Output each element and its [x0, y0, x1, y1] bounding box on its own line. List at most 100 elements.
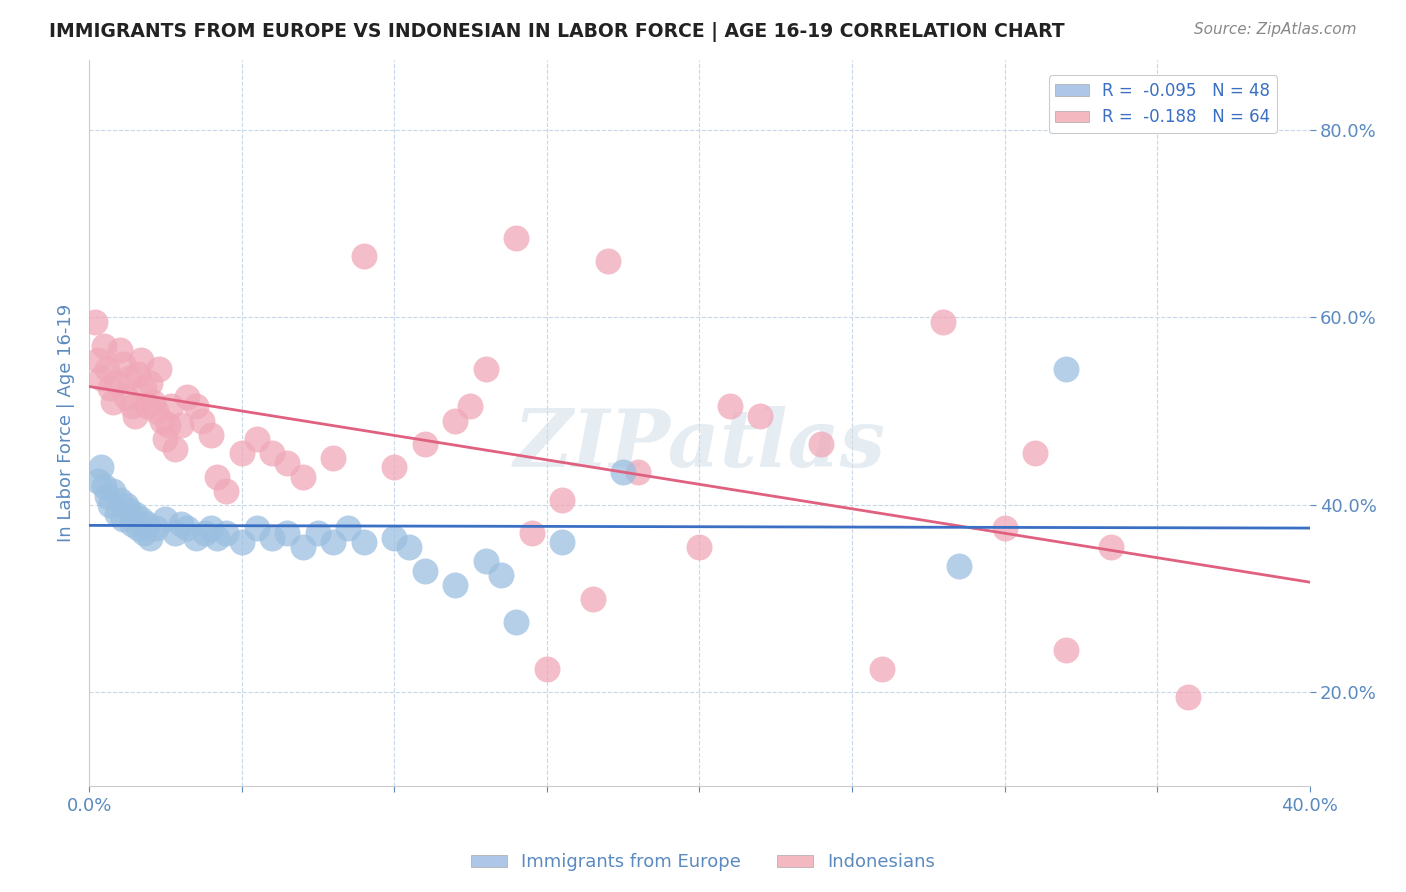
- Point: [100, 381, 122, 395]
- Point: [353, 250, 375, 264]
- Point: [215, 483, 238, 498]
- Point: [505, 615, 527, 629]
- Point: [612, 465, 634, 479]
- Point: [121, 400, 143, 414]
- Point: [993, 521, 1015, 535]
- Point: [118, 371, 141, 385]
- Point: [163, 442, 186, 456]
- Point: [1177, 690, 1199, 704]
- Point: [505, 231, 527, 245]
- Point: [111, 512, 134, 526]
- Point: [90, 460, 112, 475]
- Point: [87, 475, 110, 489]
- Point: [191, 413, 214, 427]
- Point: [276, 526, 298, 541]
- Point: [551, 493, 574, 508]
- Point: [444, 413, 467, 427]
- Point: [124, 508, 146, 522]
- Point: [718, 400, 741, 414]
- Point: [382, 531, 405, 545]
- Point: [215, 526, 238, 541]
- Point: [148, 362, 170, 376]
- Point: [262, 446, 284, 460]
- Point: [118, 502, 141, 516]
- Text: ZIPatlas: ZIPatlas: [513, 406, 886, 483]
- Point: [1024, 446, 1046, 460]
- Point: [108, 493, 131, 508]
- Point: [105, 376, 128, 390]
- Text: Source: ZipAtlas.com: Source: ZipAtlas.com: [1194, 22, 1357, 37]
- Point: [474, 362, 496, 376]
- Point: [90, 371, 112, 385]
- Point: [413, 437, 436, 451]
- Point: [103, 394, 125, 409]
- Point: [155, 512, 177, 526]
- Point: [207, 531, 229, 545]
- Point: [114, 390, 136, 404]
- Point: [520, 526, 543, 541]
- Point: [1099, 540, 1122, 554]
- Point: [155, 432, 177, 446]
- Point: [581, 591, 603, 606]
- Point: [169, 418, 191, 433]
- Point: [810, 437, 832, 451]
- Point: [96, 489, 118, 503]
- Point: [121, 516, 143, 531]
- Point: [627, 465, 650, 479]
- Point: [749, 409, 772, 423]
- Point: [596, 254, 619, 268]
- Point: [200, 427, 222, 442]
- Point: [103, 483, 125, 498]
- Point: [136, 400, 159, 414]
- Point: [231, 535, 253, 549]
- Point: [322, 450, 344, 465]
- Point: [157, 418, 180, 433]
- Point: [382, 460, 405, 475]
- Point: [688, 540, 710, 554]
- Point: [1054, 362, 1077, 376]
- Point: [337, 521, 360, 535]
- Point: [872, 662, 894, 676]
- Point: [536, 662, 558, 676]
- Point: [184, 400, 207, 414]
- Point: [111, 357, 134, 371]
- Y-axis label: In Labor Force | Age 16-19: In Labor Force | Age 16-19: [58, 304, 75, 542]
- Point: [413, 564, 436, 578]
- Point: [145, 521, 167, 535]
- Point: [398, 540, 420, 554]
- Point: [100, 498, 122, 512]
- Point: [96, 362, 118, 376]
- Point: [489, 568, 512, 582]
- Legend: R =  -0.095   N = 48, R =  -0.188   N = 64: R = -0.095 N = 48, R = -0.188 N = 64: [1049, 75, 1277, 133]
- Point: [207, 470, 229, 484]
- Point: [142, 394, 165, 409]
- Point: [474, 554, 496, 568]
- Point: [139, 376, 162, 390]
- Point: [200, 521, 222, 535]
- Point: [948, 558, 970, 573]
- Point: [160, 400, 183, 414]
- Point: [127, 367, 149, 381]
- Point: [132, 526, 155, 541]
- Point: [139, 531, 162, 545]
- Point: [246, 521, 269, 535]
- Point: [84, 315, 107, 329]
- Point: [169, 516, 191, 531]
- Point: [291, 540, 314, 554]
- Point: [129, 352, 152, 367]
- Point: [127, 521, 149, 535]
- Point: [105, 508, 128, 522]
- Point: [262, 531, 284, 545]
- Point: [124, 409, 146, 423]
- Point: [93, 479, 115, 493]
- Point: [1054, 643, 1077, 657]
- Point: [145, 404, 167, 418]
- Point: [150, 413, 173, 427]
- Point: [231, 446, 253, 460]
- Point: [108, 343, 131, 358]
- Point: [460, 400, 482, 414]
- Text: IMMIGRANTS FROM EUROPE VS INDONESIAN IN LABOR FORCE | AGE 16-19 CORRELATION CHAR: IMMIGRANTS FROM EUROPE VS INDONESIAN IN …: [49, 22, 1064, 42]
- Point: [93, 338, 115, 352]
- Point: [353, 535, 375, 549]
- Point: [444, 577, 467, 591]
